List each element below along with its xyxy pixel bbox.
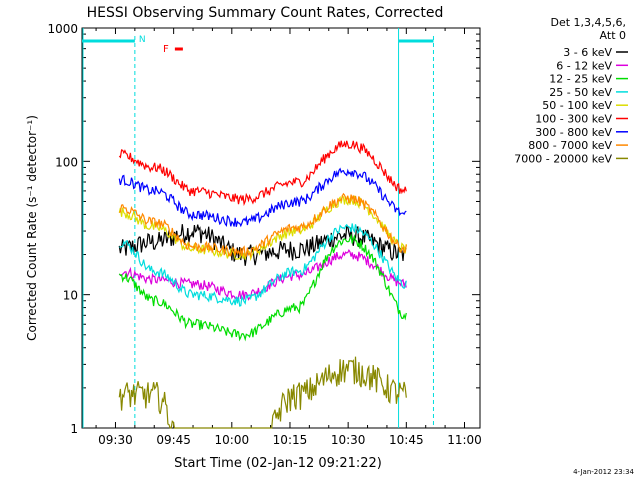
render-timestamp: 4-Jan-2012 23:34 bbox=[573, 468, 634, 476]
legend-entry-label: 300 - 800 keV bbox=[535, 126, 612, 139]
plot-frame bbox=[81, 27, 481, 429]
legend-entry-label: 7000 - 20000 keV bbox=[514, 152, 612, 165]
series-line bbox=[118, 194, 407, 262]
y-tick-label: 1 bbox=[70, 422, 78, 436]
y-axis-label: Corrected Count Rate (s⁻¹ detector⁻¹) bbox=[25, 115, 39, 341]
x-tick-group: 09:30 09:45 10:00 10:15 10:30 10:45 11:00 bbox=[95, 28, 482, 447]
series-group bbox=[118, 140, 407, 429]
x-tick-label: 10:15 bbox=[273, 433, 308, 447]
annotation-group: NF bbox=[82, 28, 434, 428]
y-tick-label: 100 bbox=[55, 155, 78, 169]
x-tick-label: 11:00 bbox=[447, 433, 482, 447]
x-tick-label: 09:30 bbox=[98, 433, 133, 447]
y-tick-label: 10 bbox=[63, 289, 78, 303]
y-tick-group: 1 10 100 1000 bbox=[47, 22, 480, 436]
x-axis-label: Start Time (02-Jan-12 09:21:22) bbox=[174, 456, 382, 471]
series-line bbox=[119, 223, 407, 307]
y-tick-label: 1000 bbox=[47, 22, 78, 36]
legend-entry-label: 12 - 25 keV bbox=[549, 73, 612, 86]
chart-title: HESSI Observing Summary Count Rates, Cor… bbox=[87, 5, 444, 21]
night-label: N bbox=[139, 35, 146, 45]
legend-entry-label: 50 - 100 keV bbox=[542, 99, 612, 112]
x-tick-label: 10:00 bbox=[215, 433, 250, 447]
series-line bbox=[118, 192, 407, 258]
legend-entry-label: 6 - 12 keV bbox=[556, 59, 612, 72]
legend-header-line1: Det 1,3,4,5,6, bbox=[550, 16, 626, 29]
flare-label: F bbox=[163, 44, 169, 55]
x-tick-label: 09:45 bbox=[156, 433, 191, 447]
legend-entry-label: 800 - 7000 keV bbox=[528, 139, 612, 152]
legend-entry-label: 3 - 6 keV bbox=[563, 46, 612, 59]
series-line bbox=[118, 140, 407, 207]
series-line bbox=[118, 167, 407, 228]
series-line bbox=[118, 356, 407, 429]
legend-header-line2: Att 0 bbox=[600, 29, 626, 42]
series-line bbox=[118, 233, 407, 342]
legend-entry-label: 100 - 300 keV bbox=[535, 113, 612, 126]
legend-entry-label: 25 - 50 keV bbox=[549, 86, 612, 99]
x-tick-label: 10:30 bbox=[331, 433, 366, 447]
x-tick-label: 10:45 bbox=[389, 433, 424, 447]
